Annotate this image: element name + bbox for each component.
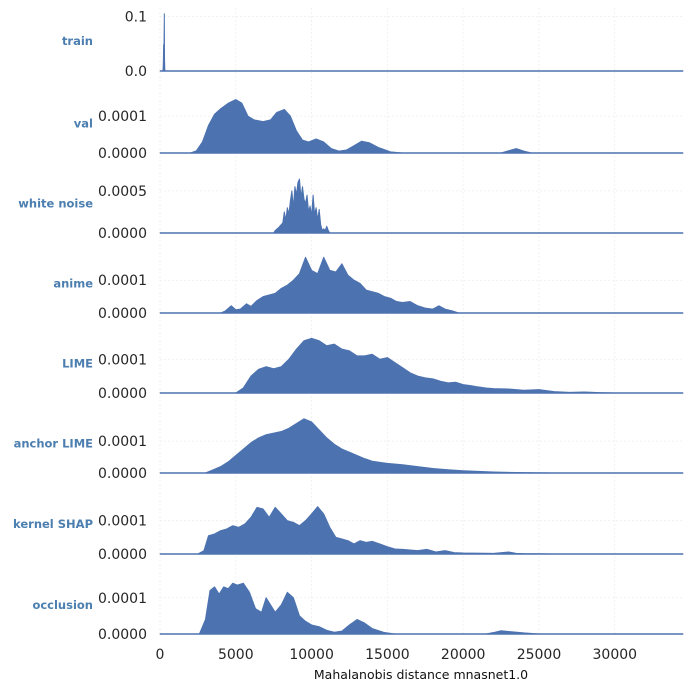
ridge-label: val — [74, 117, 93, 131]
y-tick-label: 0.0000 — [98, 226, 147, 242]
ridge-label: kernel SHAP — [13, 517, 93, 531]
x-tick-label: 10000 — [289, 647, 334, 663]
density-area — [159, 582, 684, 635]
x-axis: 0 5000 10000 15000 20000 25000 30000 — [156, 647, 638, 663]
ridge-label: anchor LIME — [14, 437, 94, 451]
x-axis-title: Mahalanobis distance mnasnet1.0 — [314, 667, 528, 682]
ridge-row: 0.0000 0.0001 anime — [53, 256, 684, 322]
density-area — [159, 337, 684, 394]
y-tick-label: 0.0000 — [98, 627, 147, 643]
ridge-row: 0.0000 0.0001 val — [74, 99, 684, 162]
x-tick-label: 30000 — [593, 647, 638, 663]
density-area — [159, 178, 684, 234]
x-tick-label: 15000 — [365, 647, 410, 663]
y-tick-label: 0.0001 — [98, 514, 147, 530]
y-tick-label: 0.0001 — [98, 434, 147, 450]
ridge-row: 0.0000 0.0001 kernel SHAP — [13, 506, 684, 563]
density-area — [159, 99, 684, 154]
ridge-label: train — [62, 34, 93, 48]
ridge-label: anime — [53, 277, 93, 291]
x-tick-label: 5000 — [218, 647, 254, 663]
x-tick-label: 25000 — [517, 647, 562, 663]
x-tick-label: 0 — [156, 647, 165, 663]
y-tick-label: 0.1 — [125, 9, 147, 25]
ridge-row: 0.0000 0.0005 white noise — [18, 178, 684, 242]
y-tick-label: 0.0000 — [98, 146, 147, 162]
y-tick-label: 0.0000 — [98, 306, 147, 322]
y-tick-label: 0.0000 — [98, 466, 147, 482]
ridge-row: 0.0000 0.0001 occlusion — [32, 582, 684, 643]
density-area — [159, 13, 684, 72]
density-area — [159, 506, 684, 555]
y-tick-label: 0.0005 — [98, 184, 147, 200]
y-tick-label: 0.0001 — [98, 109, 147, 125]
y-tick-label: 0.0000 — [98, 386, 147, 402]
y-tick-label: 0.0001 — [98, 591, 147, 607]
y-tick-label: 0.0 — [125, 64, 147, 80]
x-tick-label: 20000 — [441, 647, 486, 663]
density-area — [159, 256, 684, 314]
ridge-row: 0.0000 0.0001 anchor LIME — [14, 418, 684, 482]
y-tick-label: 0.0000 — [98, 547, 147, 563]
y-tick-label: 0.0001 — [98, 352, 147, 368]
ridge-label: LIME — [62, 357, 93, 371]
ridge-row: 0.0 0.1 train — [62, 9, 684, 80]
ridge-label: white noise — [18, 197, 93, 211]
ridge-label: occlusion — [32, 598, 93, 612]
ridge-rows: 0.0 0.1 train 0.0000 0.0001 val 0.0000 0.0005 wh… — [13, 9, 684, 643]
y-tick-label: 0.0001 — [98, 273, 147, 289]
density-area — [159, 418, 684, 474]
ridge-row: 0.0000 0.0001 LIME — [62, 337, 684, 402]
